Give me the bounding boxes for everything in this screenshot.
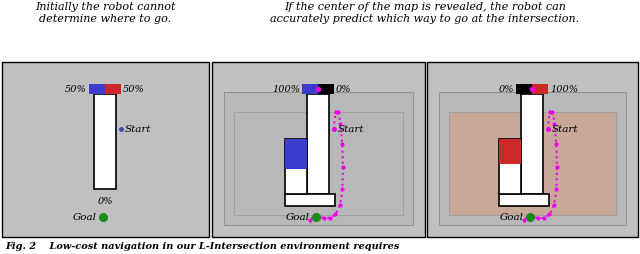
Bar bbox=[105, 84, 121, 94]
Text: Goal: Goal bbox=[73, 213, 97, 221]
Text: Start: Start bbox=[338, 124, 365, 134]
Bar bbox=[224, 92, 413, 225]
Bar bbox=[302, 84, 334, 94]
Bar bbox=[499, 194, 549, 206]
Bar bbox=[427, 62, 638, 237]
Text: 0%: 0% bbox=[499, 85, 514, 93]
Bar bbox=[307, 94, 329, 194]
Bar bbox=[2, 62, 209, 237]
Bar bbox=[285, 139, 307, 194]
Bar bbox=[285, 139, 307, 169]
Bar bbox=[499, 139, 521, 164]
Bar bbox=[302, 84, 318, 94]
Text: Fig. 2    Low-cost navigation in our L-Intersection environment requires: Fig. 2 Low-cost navigation in our L-Inte… bbox=[5, 242, 399, 251]
Bar bbox=[285, 194, 335, 206]
Text: 100%: 100% bbox=[550, 85, 578, 93]
Text: Start: Start bbox=[552, 124, 579, 134]
Bar bbox=[89, 84, 105, 94]
Bar bbox=[94, 94, 116, 189]
Text: Start: Start bbox=[125, 124, 152, 134]
Bar bbox=[234, 112, 403, 215]
Bar bbox=[516, 84, 548, 94]
Text: Initially the robot cannot
determine where to go.: Initially the robot cannot determine whe… bbox=[35, 2, 175, 24]
Text: 0%: 0% bbox=[97, 197, 113, 206]
Bar bbox=[449, 112, 616, 215]
Text: 50%: 50% bbox=[65, 85, 87, 93]
Bar bbox=[439, 92, 626, 225]
Text: 0%: 0% bbox=[336, 85, 351, 93]
Bar bbox=[521, 94, 543, 194]
Text: Goal: Goal bbox=[286, 213, 310, 221]
Text: 50%: 50% bbox=[123, 85, 145, 93]
Bar bbox=[212, 62, 425, 237]
Text: If the center of the map is revealed, the robot can
accurately predict which way: If the center of the map is revealed, th… bbox=[271, 2, 580, 24]
Bar bbox=[499, 139, 521, 194]
Text: Goal: Goal bbox=[500, 213, 524, 221]
Bar bbox=[89, 84, 121, 94]
Text: 100%: 100% bbox=[272, 85, 300, 93]
Bar bbox=[532, 84, 548, 94]
